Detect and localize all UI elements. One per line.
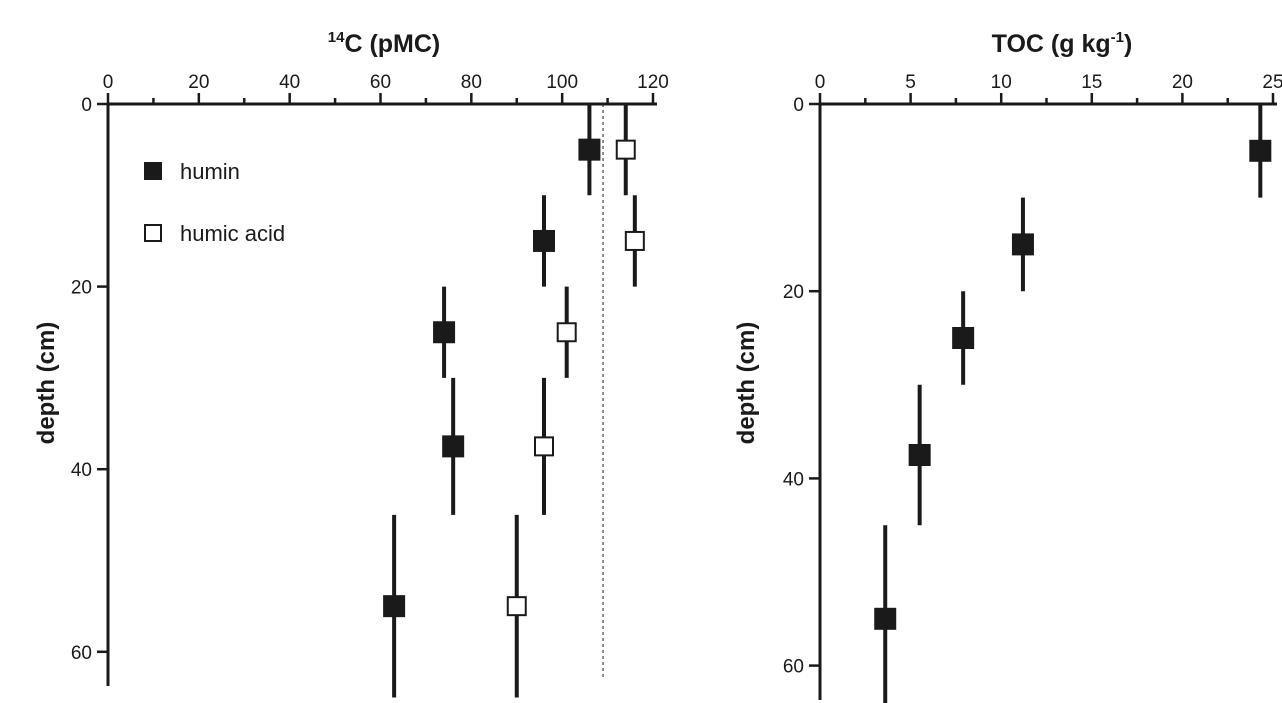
chart-title-c14: 14C (pMC) (328, 29, 441, 58)
humic-acid-point (615, 139, 636, 160)
title-main: C (pMC) (344, 30, 440, 58)
x-tick-label: 10 (991, 72, 1012, 93)
x-tick-label: 20 (188, 72, 209, 93)
humin-point (442, 435, 465, 458)
x-tick-label: 15 (1081, 72, 1102, 93)
marks-toc (874, 104, 1272, 703)
toc-chart: TOC (g kg-1) depth (cm) 0 5 10 15 20 25 0 20 40 6… (733, 29, 1282, 703)
x-tick-label: 60 (370, 72, 391, 93)
humic-acid-point (534, 436, 554, 457)
y-axis-label-c14: depth (cm) (33, 322, 60, 445)
x-tick-label: 20 (1172, 72, 1193, 93)
y-tick-label: 0 (81, 95, 92, 116)
legend-humin-marker (144, 162, 162, 180)
toc-point (952, 327, 975, 349)
y-tick-label: 20 (71, 278, 92, 299)
axes-c14: 0 20 40 60 80 100 120 0 20 40 60 (71, 72, 669, 686)
x-tick-label: 0 (103, 72, 114, 93)
humin-point (433, 321, 456, 344)
x-tick-label: 40 (279, 72, 300, 93)
x-tick-label: 80 (461, 72, 482, 93)
humin-point (533, 229, 555, 252)
humic-acid-point (556, 322, 577, 343)
title-superscript: -1 (1111, 29, 1124, 46)
y-tick-label: 40 (71, 460, 92, 481)
humin-point (383, 595, 406, 618)
y-tick-label: 60 (783, 657, 804, 678)
x-tick-label: 25 (1262, 72, 1282, 93)
humic-acid-point (506, 596, 527, 617)
chart-title-toc: TOC (g kg-1) (992, 29, 1133, 58)
toc-point (1249, 139, 1272, 162)
y-axis-label-toc: depth (cm) (733, 322, 760, 445)
humic-acid-point (624, 230, 645, 251)
c14-chart: 14C (pMC) depth (cm) 0 20 40 60 80 100 120 0 20 4… (33, 29, 669, 698)
y-tick-label: 60 (71, 643, 92, 664)
legend-humic-acid-marker (144, 224, 162, 242)
toc-point (908, 444, 931, 466)
title-superscript: 14 (328, 29, 345, 46)
y-tick-label: 0 (793, 95, 804, 116)
axes-toc: 0 5 10 15 20 25 0 20 40 60 (783, 72, 1282, 700)
y-tick-label: 40 (783, 469, 804, 490)
x-tick-label: 0 (815, 72, 826, 93)
humin-point (578, 138, 601, 161)
legend-humic-acid-label: humic acid (180, 221, 285, 246)
title-tail: ) (1124, 30, 1132, 58)
x-tick-label: 100 (546, 72, 578, 93)
toc-point (874, 607, 897, 630)
legend: humin humic acid (144, 159, 285, 246)
x-tick-label: 5 (905, 72, 916, 93)
title-main: TOC (g kg (992, 30, 1111, 58)
toc-point (1011, 233, 1034, 256)
x-tick-label: 120 (637, 72, 669, 93)
y-tick-label: 20 (783, 282, 804, 303)
legend-humin-label: humin (180, 159, 240, 184)
marks-c14 (383, 104, 645, 698)
